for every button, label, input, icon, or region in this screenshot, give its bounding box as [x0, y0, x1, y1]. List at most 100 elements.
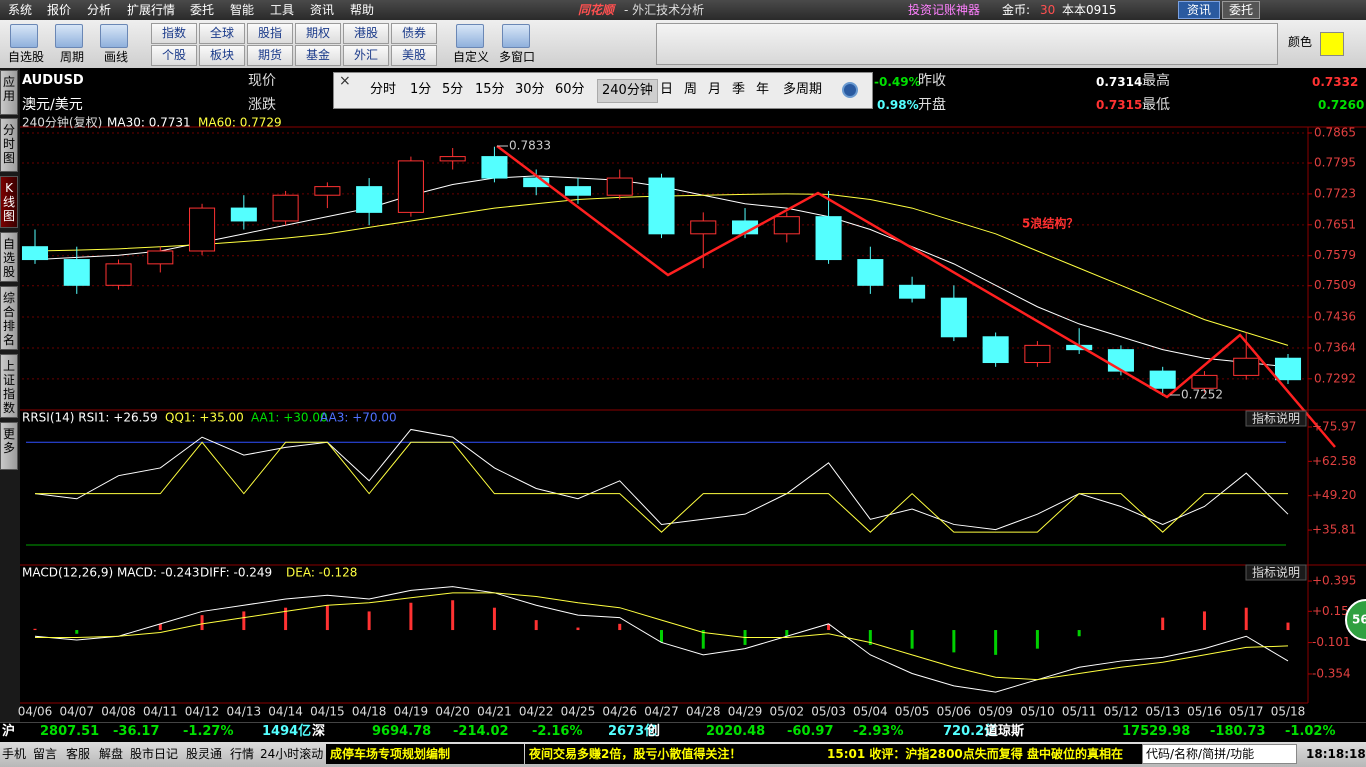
market-button[interactable]: 期货 — [247, 45, 293, 66]
period-item[interactable]: 季 — [732, 82, 746, 97]
period-item[interactable]: 年 — [756, 82, 770, 97]
tool-label[interactable]: 画线 — [104, 50, 129, 64]
candle-body — [815, 216, 842, 261]
status-button[interactable]: 股市日记 — [130, 747, 179, 761]
status-button[interactable]: 留言 — [33, 747, 58, 761]
period-item[interactable]: 30分 — [515, 82, 545, 97]
menu-item[interactable]: 分析 — [87, 3, 112, 17]
market-button[interactable]: 外汇 — [343, 45, 389, 66]
icon[interactable] — [456, 24, 484, 48]
quote-open-label: 开盘 — [918, 97, 946, 113]
menu-item[interactable]: 报价 — [47, 3, 72, 17]
x-tick-label: 04/28 — [686, 705, 721, 719]
status-button[interactable]: 股灵通 — [186, 747, 223, 761]
status-button[interactable]: 行情 — [230, 747, 255, 761]
search-box[interactable]: 代码/名称/简拼/功能 — [1142, 744, 1297, 764]
status-button[interactable]: 解盘 — [99, 747, 124, 761]
side-tab[interactable]: 更多 — [0, 422, 18, 470]
x-tick-label: 04/22 — [519, 705, 554, 719]
market-button[interactable]: 美股 — [391, 45, 437, 66]
side-tab[interactable]: 应用 — [0, 70, 18, 115]
period-item[interactable]: 月 — [708, 82, 722, 97]
side-tab[interactable]: K线图 — [0, 176, 18, 228]
settings-icon[interactable] — [842, 82, 858, 98]
tool-label[interactable]: 周期 — [60, 50, 85, 64]
news-link[interactable]: 夜间交易多赚2倍，股亏小散值得关注！ — [525, 744, 823, 764]
y-tick-label: +0.395 — [1312, 574, 1356, 588]
period-item[interactable]: 日 — [660, 82, 674, 97]
menu-item[interactable]: 工具 — [270, 3, 295, 17]
menu-item[interactable]: 扩展行情 — [127, 3, 176, 17]
menu-item[interactable]: 帮助 — [350, 3, 375, 17]
period-item[interactable]: 多周期 — [783, 82, 823, 97]
market-button[interactable]: 港股 — [343, 23, 389, 44]
news-link[interactable]: 成停车场专项规划编制 — [326, 744, 524, 764]
candle-body — [1107, 349, 1134, 372]
indicator-label: AA1: +30.00 — [251, 411, 328, 425]
market-button[interactable]: 板块 — [199, 45, 245, 66]
indicator-label: DIFF: -0.249 — [200, 566, 272, 580]
macd-line — [34, 586, 1289, 693]
quote-high-label: 最高 — [1142, 73, 1170, 89]
tool-label[interactable]: 自选股 — [8, 50, 45, 64]
period-menu: × 分时 1分 5分 15分 30分 60分 240分钟日周月季年多周期 — [333, 72, 873, 109]
help-link: 指标说明 — [1252, 411, 1300, 426]
y-tick-label: 0.7795 — [1314, 156, 1356, 170]
x-tick-label: 05/13 — [1145, 705, 1180, 719]
menu-item[interactable]: 资讯 — [310, 3, 335, 17]
candle-body — [1191, 374, 1218, 389]
market-button[interactable]: 期权 — [295, 23, 341, 44]
ticker-item: -36.17 — [113, 724, 160, 739]
market-button[interactable]: 全球 — [199, 23, 245, 44]
color-label: 颜色 — [1288, 35, 1313, 49]
promo-link[interactable]: 投资记账神器 — [908, 3, 981, 17]
icon[interactable] — [502, 24, 530, 48]
side-tab[interactable]: 上证指数 — [0, 354, 18, 418]
icon[interactable] — [10, 24, 38, 48]
close-button[interactable]: × — [339, 73, 351, 89]
icon[interactable] — [55, 24, 83, 48]
market-button[interactable]: 基金 — [295, 45, 341, 66]
side-tab[interactable]: 自选股 — [0, 232, 18, 282]
side-tab[interactable]: 综合排名 — [0, 286, 18, 350]
period-item[interactable]: 周 — [684, 82, 698, 97]
status-button[interactable]: 手机 — [2, 747, 27, 761]
ticker-item: 深 — [312, 724, 326, 739]
status-button[interactable]: 24小时滚动 — [260, 747, 324, 761]
candle-body — [606, 177, 633, 196]
menu-item[interactable]: 智能 — [230, 3, 255, 17]
menu-item[interactable]: 系统 — [8, 3, 33, 17]
ticker-item: 720.2亿 — [943, 724, 998, 739]
period-item[interactable]: 60分 — [555, 82, 585, 97]
status-button[interactable]: 客服 — [66, 747, 91, 761]
quote-open: 0.7315 — [1096, 98, 1143, 112]
market-button[interactable]: 股指 — [247, 23, 293, 44]
wave-annotation: 5浪结构？ — [1022, 216, 1078, 231]
view-label[interactable]: 自定义 — [453, 50, 490, 64]
period-item[interactable]: 240分钟 — [597, 79, 658, 103]
badge-text: 56 — [1352, 613, 1366, 627]
color-swatch[interactable] — [1320, 32, 1344, 56]
x-tick-label: 04/26 — [602, 705, 637, 719]
y-tick-label: 0.7509 — [1314, 278, 1356, 292]
ticker-item: 2807.51 — [40, 724, 100, 739]
market-button[interactable]: 债券 — [391, 23, 437, 44]
view-label[interactable]: 多窗口 — [499, 50, 536, 64]
icon[interactable] — [100, 24, 128, 48]
menu-item[interactable]: 委托 — [190, 3, 215, 17]
side-tab[interactable]: 分时图 — [0, 118, 18, 172]
market-button[interactable]: 个股 — [151, 45, 197, 66]
news-link[interactable]: 15:01 收评：沪指2800点失而复得 盘中破位的真相在 — [823, 744, 1146, 764]
x-tick-label: 04/06 — [18, 705, 53, 719]
market-button[interactable]: 指数 — [151, 23, 197, 44]
ticker-item: 道琼斯 — [985, 724, 1025, 739]
period-item[interactable]: 分时 — [370, 82, 397, 97]
x-tick-label: 04/11 — [143, 705, 178, 719]
period-item[interactable]: 5分 — [442, 82, 464, 97]
candle-body — [1149, 370, 1176, 389]
trade-button[interactable]: 委托 — [1222, 1, 1261, 19]
period-item[interactable]: 1分 — [410, 82, 432, 97]
news-button[interactable]: 资讯 — [1178, 1, 1221, 19]
ticker-item: -2.93% — [853, 724, 904, 739]
period-item[interactable]: 15分 — [475, 82, 505, 97]
